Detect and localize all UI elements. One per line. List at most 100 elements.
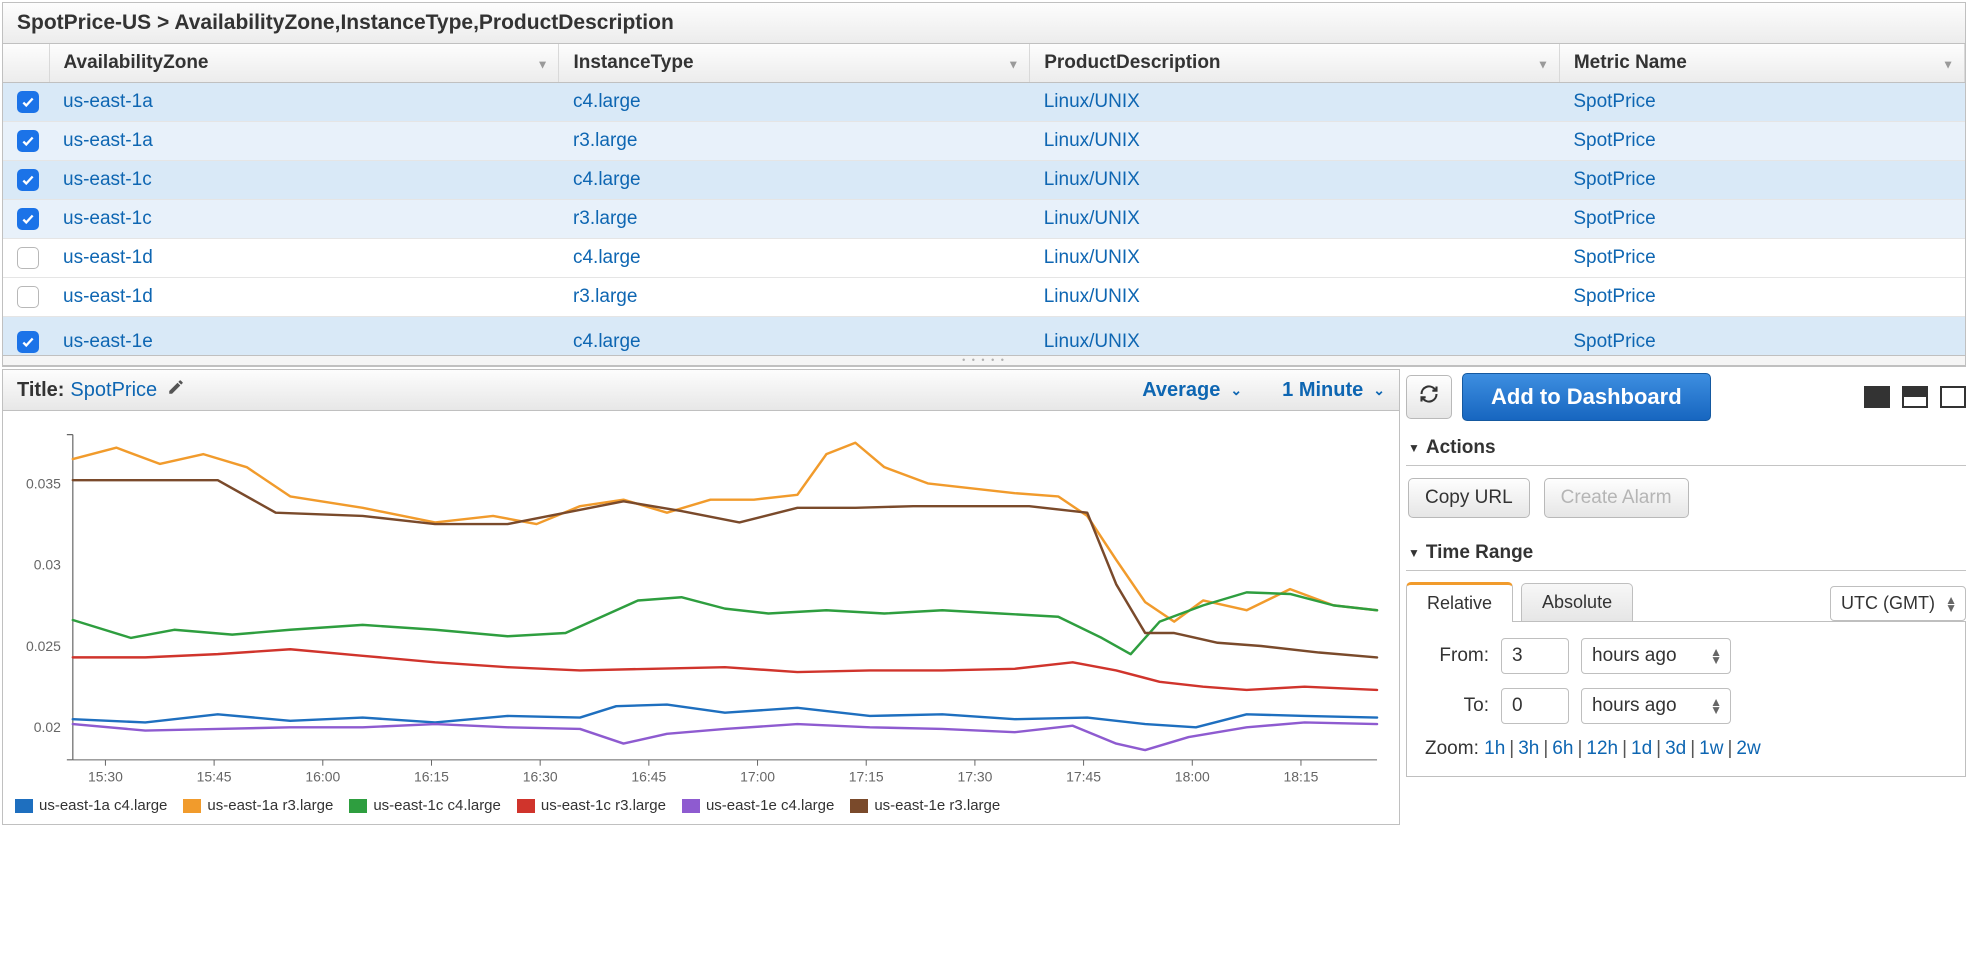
chart-title-value[interactable]: SpotPrice (70, 379, 157, 402)
table-cell[interactable]: r3.large (559, 200, 1030, 239)
table-cell[interactable]: c4.large (559, 317, 1030, 356)
from-unit-select[interactable]: hours ago ▲▼ (1581, 638, 1731, 674)
chart-body: 0.020.0250.030.03515:3015:4516:0016:1516… (3, 411, 1399, 791)
zoom-link-3h[interactable]: 3h (1518, 738, 1539, 759)
table-cell[interactable]: us-east-1a (49, 83, 559, 122)
zoom-link-12h[interactable]: 12h (1586, 738, 1618, 759)
table-cell[interactable]: c4.large (559, 239, 1030, 278)
header-productdescription[interactable]: ProductDescription ▼ (1030, 44, 1560, 83)
table-cell[interactable]: c4.large (559, 83, 1030, 122)
to-row: To: 0 hours ago ▲▼ (1425, 688, 1947, 724)
svg-text:15:30: 15:30 (88, 770, 123, 785)
table-row[interactable]: us-east-1ac4.largeLinux/UNIXSpotPrice (3, 83, 1965, 122)
table-row[interactable]: us-east-1dc4.largeLinux/UNIXSpotPrice (3, 239, 1965, 278)
row-checkbox[interactable] (3, 278, 49, 317)
header-instancetype[interactable]: InstanceType ▼ (559, 44, 1030, 83)
table-cell[interactable]: Linux/UNIX (1030, 200, 1560, 239)
table-cell[interactable]: r3.large (559, 122, 1030, 161)
statistic-dropdown[interactable]: Average ⌄ (1142, 379, 1242, 402)
legend-swatch (682, 799, 700, 813)
header-metricname[interactable]: Metric Name ▼ (1559, 44, 1964, 83)
table-row[interactable]: us-east-1ec4.largeLinux/UNIXSpotPrice (3, 317, 1965, 356)
header-label: ProductDescription (1044, 52, 1220, 73)
table-cell[interactable]: SpotPrice (1559, 161, 1964, 200)
table-cell[interactable]: us-east-1a (49, 122, 559, 161)
copy-url-button[interactable]: Copy URL (1408, 478, 1530, 518)
resize-handle[interactable]: • • • • • (3, 356, 1965, 366)
tab-relative[interactable]: Relative (1406, 582, 1513, 622)
row-checkbox[interactable] (3, 83, 49, 122)
table-row[interactable]: us-east-1ar3.largeLinux/UNIXSpotPrice (3, 122, 1965, 161)
table-cell[interactable]: SpotPrice (1559, 200, 1964, 239)
updown-icon: ▲▼ (1710, 698, 1722, 714)
table-cell[interactable]: Linux/UNIX (1030, 317, 1560, 356)
period-dropdown[interactable]: 1 Minute ⌄ (1282, 379, 1385, 402)
to-value-input[interactable]: 0 (1501, 688, 1569, 724)
table-cell[interactable]: Linux/UNIX (1030, 161, 1560, 200)
zoom-separator: | (1509, 738, 1514, 759)
header-checkbox[interactable] (3, 44, 49, 83)
table-cell[interactable]: us-east-1d (49, 278, 559, 317)
refresh-button[interactable] (1406, 375, 1452, 419)
actions-body: Copy URL Create Alarm (1406, 466, 1966, 536)
legend-item[interactable]: us-east-1e r3.large (850, 797, 1000, 814)
row-checkbox[interactable] (3, 122, 49, 161)
legend-label: us-east-1c c4.large (373, 797, 501, 814)
layout-empty-icon[interactable] (1940, 386, 1966, 408)
table-cell[interactable]: us-east-1d (49, 239, 559, 278)
table-row[interactable]: us-east-1cc4.largeLinux/UNIXSpotPrice (3, 161, 1965, 200)
header-availabilityzone[interactable]: AvailabilityZone ▼ (49, 44, 559, 83)
table-cell[interactable]: Linux/UNIX (1030, 83, 1560, 122)
table-cell[interactable]: c4.large (559, 161, 1030, 200)
tab-absolute[interactable]: Absolute (1521, 583, 1633, 621)
table-cell[interactable]: SpotPrice (1559, 278, 1964, 317)
row-checkbox[interactable] (3, 200, 49, 239)
from-value-input[interactable]: 3 (1501, 638, 1569, 674)
to-unit-select[interactable]: hours ago ▲▼ (1581, 688, 1731, 724)
create-alarm-button[interactable]: Create Alarm (1544, 478, 1689, 518)
zoom-link-1h[interactable]: 1h (1484, 738, 1505, 759)
timezone-select[interactable]: UTC (GMT) ▲▼ (1830, 586, 1966, 621)
table-cell[interactable]: us-east-1c (49, 161, 559, 200)
select-value: hours ago (1592, 645, 1677, 666)
legend-item[interactable]: us-east-1c r3.large (517, 797, 666, 814)
row-checkbox[interactable] (3, 161, 49, 200)
row-checkbox[interactable] (3, 239, 49, 278)
updown-icon: ▲▼ (1945, 596, 1957, 612)
table-cell[interactable]: us-east-1e (49, 317, 559, 356)
zoom-link-3d[interactable]: 3d (1665, 738, 1686, 759)
edit-title-icon[interactable] (167, 378, 185, 402)
layout-full-icon[interactable] (1864, 386, 1890, 408)
table-cell[interactable]: SpotPrice (1559, 239, 1964, 278)
select-value: UTC (GMT) (1841, 593, 1935, 613)
svg-text:16:45: 16:45 (631, 770, 666, 785)
zoom-link-1w[interactable]: 1w (1699, 738, 1723, 759)
table-row[interactable]: us-east-1cr3.largeLinux/UNIXSpotPrice (3, 200, 1965, 239)
zoom-link-1d[interactable]: 1d (1631, 738, 1652, 759)
table-cell[interactable]: Linux/UNIX (1030, 122, 1560, 161)
disclosure-triangle-icon: ▼ (1408, 546, 1420, 560)
actions-section-header[interactable]: ▼ Actions (1406, 431, 1966, 466)
table-row[interactable]: us-east-1dr3.largeLinux/UNIXSpotPrice (3, 278, 1965, 317)
table-cell[interactable]: SpotPrice (1559, 83, 1964, 122)
zoom-link-2w[interactable]: 2w (1736, 738, 1760, 759)
table-cell[interactable]: Linux/UNIX (1030, 239, 1560, 278)
table-cell[interactable]: SpotPrice (1559, 122, 1964, 161)
table-cell[interactable]: Linux/UNIX (1030, 278, 1560, 317)
legend-item[interactable]: us-east-1a r3.large (183, 797, 333, 814)
row-checkbox[interactable] (3, 317, 49, 356)
chevron-down-icon: ⌄ (1230, 382, 1242, 399)
line-chart: 0.020.0250.030.03515:3015:4516:0016:1516… (13, 421, 1389, 791)
sort-caret-icon: ▼ (1537, 57, 1549, 71)
add-to-dashboard-button[interactable]: Add to Dashboard (1462, 373, 1711, 421)
legend-label: us-east-1a c4.large (39, 797, 167, 814)
table-cell[interactable]: r3.large (559, 278, 1030, 317)
table-cell[interactable]: us-east-1c (49, 200, 559, 239)
legend-item[interactable]: us-east-1c c4.large (349, 797, 501, 814)
table-cell[interactable]: SpotPrice (1559, 317, 1964, 356)
timerange-section-header[interactable]: ▼ Time Range (1406, 536, 1966, 571)
legend-item[interactable]: us-east-1a c4.large (15, 797, 167, 814)
legend-item[interactable]: us-east-1e c4.large (682, 797, 834, 814)
layout-split-icon[interactable] (1902, 386, 1928, 408)
zoom-link-6h[interactable]: 6h (1552, 738, 1573, 759)
